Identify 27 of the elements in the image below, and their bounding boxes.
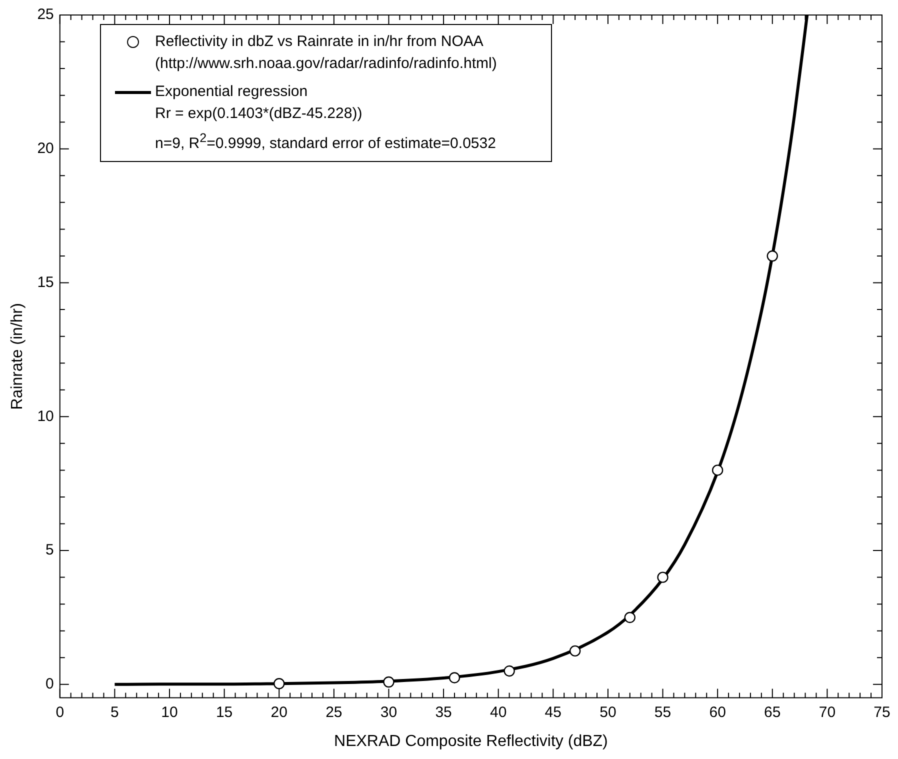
legend-label: Reflectivity in dbZ vs Rainrate in in/hr from NOAA (http://www.srh.noaa.gov/radar/radinfo/radinfo.html): [155, 32, 498, 74]
x-axis-title: NEXRAD Composite Reflectivity (dBZ): [334, 732, 608, 750]
y-tick-label: 15: [37, 274, 54, 291]
x-tick-label: 50: [600, 704, 616, 721]
legend-label: Exponential regression: [155, 82, 309, 102]
x-tick-label: 65: [764, 704, 781, 721]
annotation: Rr = exp(0.1403*(dBZ-45.228)): [155, 104, 364, 124]
x-tick-label: 10: [161, 704, 178, 721]
x-tick-label: 15: [216, 704, 233, 721]
x-tick-label: 60: [709, 704, 726, 721]
y-tick-label: 5: [46, 542, 54, 559]
y-tick-label: 25: [37, 6, 54, 24]
x-tick-label: 25: [326, 704, 342, 721]
x-tick-label: 5: [110, 704, 119, 721]
x-tick-label: 30: [380, 704, 398, 721]
annotation: n=9, R$^{2}$=0.9999, standard error of estimate=0.0532: [155, 130, 497, 154]
x-tick-label: 70: [818, 704, 836, 721]
x-tick-label: 45: [544, 704, 562, 721]
y-axis-title: Rainrate (in/hr): [9, 303, 26, 410]
x-tick-label: 75: [874, 704, 890, 721]
x-tick-label: 55: [654, 704, 672, 721]
x-tick-label: 40: [490, 704, 507, 721]
x-tick-label: 35: [435, 704, 452, 721]
y-tick-label: 10: [37, 408, 54, 425]
y-tick-label: 20: [37, 140, 54, 158]
y-tick-label: 0: [46, 676, 54, 693]
x-tick-label: 20: [270, 704, 288, 721]
